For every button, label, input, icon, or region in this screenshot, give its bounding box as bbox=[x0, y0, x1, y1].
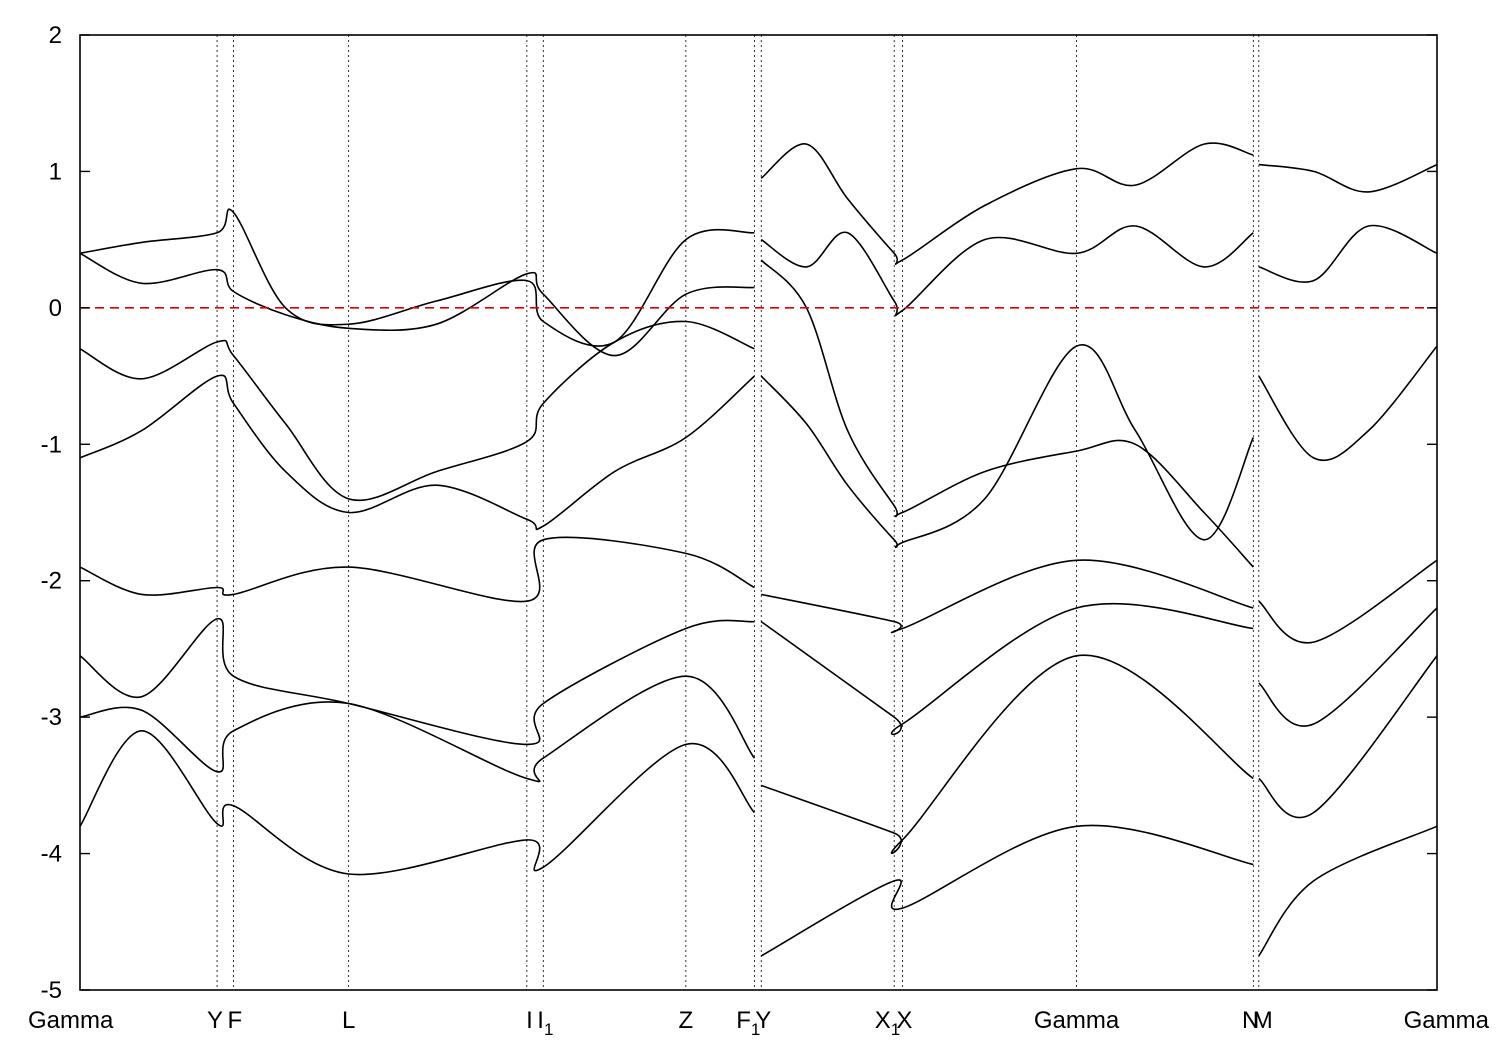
band-line-19 bbox=[1258, 655, 1437, 819]
axes-layer: Gamma Y F L I I1 Z F1Y X1X Gamma NM Gamma-5-4-3-2-1… bbox=[28, 22, 1490, 1039]
y-tick-label-6: 1 bbox=[49, 158, 62, 185]
kpoint-label-3: L bbox=[342, 1007, 355, 1034]
kpoint-label-6: Z bbox=[679, 1007, 694, 1034]
kpoint-label-12: N bbox=[1242, 1007, 1259, 1034]
kpoint-label-8: Y bbox=[755, 1007, 771, 1034]
band-line-10 bbox=[1258, 163, 1437, 193]
kpoint-label-7: F1 bbox=[736, 1007, 760, 1039]
band-line-12 bbox=[761, 559, 1254, 634]
band-line-16 bbox=[1258, 607, 1437, 727]
band-line-6 bbox=[760, 225, 1254, 317]
band-line-15 bbox=[760, 602, 1254, 736]
kpoint-label-5: I1 bbox=[537, 1007, 553, 1039]
kpoint-label-0: Gamma bbox=[28, 1007, 114, 1034]
band-line-21 bbox=[760, 824, 1254, 957]
y-tick-label-3: -2 bbox=[41, 568, 62, 595]
y-tick-label-1: -4 bbox=[41, 841, 62, 868]
y-tick-label-4: -1 bbox=[41, 431, 62, 458]
band-line-17 bbox=[80, 675, 756, 783]
band-line-0 bbox=[80, 320, 755, 502]
band-line-11 bbox=[80, 536, 755, 603]
kpoint-label-11: Gamma bbox=[1034, 1007, 1120, 1034]
band-line-5 bbox=[760, 343, 1255, 549]
band-line-20 bbox=[80, 729, 755, 876]
band-line-8 bbox=[1258, 345, 1437, 462]
y-tick-label-7: 2 bbox=[49, 22, 62, 49]
y-tick-label-2: -3 bbox=[41, 704, 62, 731]
kpoint-label-2: F bbox=[228, 1007, 243, 1034]
kpoint-label-10: X bbox=[896, 1007, 912, 1034]
band-line-14 bbox=[80, 618, 755, 746]
band-line-13 bbox=[1258, 559, 1437, 644]
band-line-18 bbox=[760, 654, 1254, 855]
band-line-7 bbox=[760, 142, 1254, 265]
plot-frame bbox=[79, 34, 1438, 991]
band-line-22 bbox=[1258, 825, 1437, 957]
y-tick-label-0: -5 bbox=[41, 977, 62, 1004]
bands-layer bbox=[80, 142, 1437, 957]
kpoint-label-14: Gamma bbox=[1404, 1007, 1490, 1034]
kpoint-label-1: Y bbox=[207, 1007, 223, 1034]
kpoint-label-13: M bbox=[1253, 1007, 1273, 1034]
kpoint-lines-layer bbox=[216, 35, 1260, 990]
y-tick-label-5: 0 bbox=[49, 295, 62, 322]
band-line-9 bbox=[1258, 224, 1437, 283]
band-line-1 bbox=[80, 374, 755, 531]
kpoint-label-4: I bbox=[526, 1007, 533, 1034]
band-line-2 bbox=[80, 252, 755, 357]
band-line-4 bbox=[760, 259, 1254, 568]
kpoint-label-9: X1 bbox=[875, 1007, 900, 1039]
